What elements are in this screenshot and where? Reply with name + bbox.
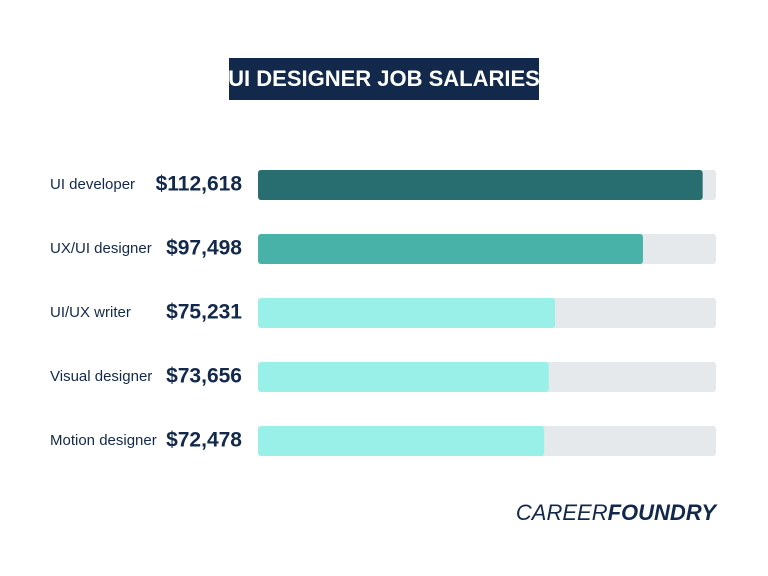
value-label: $72,478: [166, 429, 242, 452]
category-label: UX/UI designer: [50, 240, 152, 257]
bar: [258, 170, 703, 200]
bar: [258, 426, 545, 456]
brand: CAREERFOUNDRY: [516, 500, 718, 525]
title-box: [229, 58, 539, 100]
bar: [258, 234, 643, 264]
chart-title: UI DESIGNER JOB SALARIES: [228, 66, 540, 91]
category-label: Visual designer: [50, 368, 152, 385]
bar: [258, 362, 549, 392]
value-label: $75,231: [166, 301, 242, 324]
category-label: UI/UX writer: [50, 304, 131, 321]
value-label: $73,656: [166, 365, 242, 388]
category-label: UI developer: [50, 176, 135, 193]
brand-light: CAREER: [516, 500, 608, 525]
value-label: $97,498: [166, 237, 242, 260]
value-label: $112,618: [156, 173, 243, 196]
brand-bold: FOUNDRY: [608, 500, 719, 525]
category-label: Motion designer: [50, 432, 157, 449]
bar: [258, 298, 556, 328]
